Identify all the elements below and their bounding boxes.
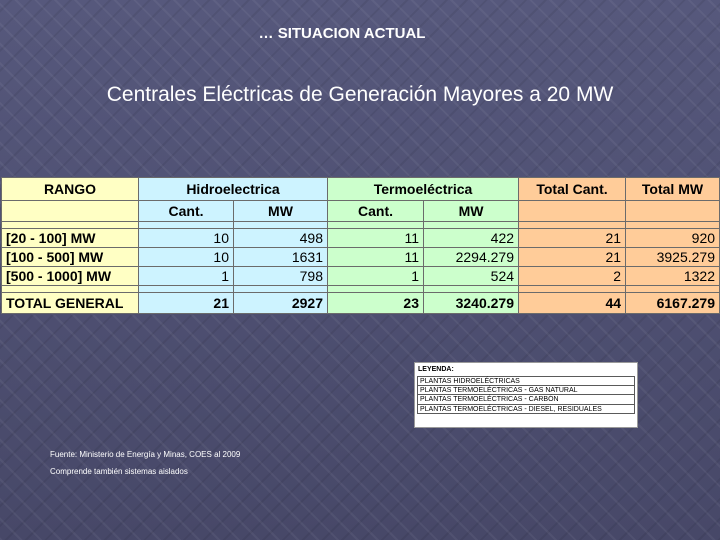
thermo-mw: 422 xyxy=(422,228,520,248)
legend-item: PLANTAS TERMOELÉCTRICAS - DIESEL, RESIDU… xyxy=(417,404,635,414)
slide-title: Centrales Eléctricas de Generación Mayor… xyxy=(106,83,614,106)
col-total-mw-header: Total MW xyxy=(625,177,720,201)
hydro-mw: 798 xyxy=(233,266,328,286)
total-thermo-cant: 23 xyxy=(327,292,424,314)
total-label: TOTAL GENERAL xyxy=(1,292,139,314)
subheader-hydro-cant: Cant. xyxy=(138,200,234,222)
grand-total-mw: 6167.279 xyxy=(625,292,720,314)
hydro-cant: 1 xyxy=(138,266,234,286)
subheader-row: Cant. MW Cant. MW xyxy=(1,200,720,222)
total-cant: 21 xyxy=(518,228,627,248)
scope-note: Comprende también sistemas aislados xyxy=(50,467,188,476)
col-thermo-header: Termoeléctrica xyxy=(326,177,520,201)
spacer-row xyxy=(1,221,720,229)
section-kicker: … SITUACION ACTUAL xyxy=(258,25,426,42)
legend-item: PLANTAS TERMOELÉCTRICAS - GAS NATURAL xyxy=(417,385,635,395)
legend-box: LEYENDA: PLANTAS HIDROELÉCTRICAS PLANTAS… xyxy=(414,362,638,428)
col-total-cant-header: Total Cant. xyxy=(518,177,627,201)
hydro-cant: 10 xyxy=(138,228,234,248)
legend-item: PLANTAS HIDROELÉCTRICAS xyxy=(417,376,635,386)
col-range-header: RANGO xyxy=(1,177,139,201)
subheader-range-empty xyxy=(1,200,139,222)
col-hydro-header: Hidroelectrica xyxy=(138,177,328,201)
thermo-cant: 11 xyxy=(327,247,424,267)
hydro-cant: 10 xyxy=(138,247,234,267)
range-label: [500 - 1000] MW xyxy=(1,266,139,286)
total-hydro-mw: 2927 xyxy=(233,292,328,314)
grand-total-cant: 44 xyxy=(518,292,627,314)
subheader-total-cant-empty xyxy=(518,200,627,222)
subheader-thermo-mw: MW xyxy=(422,200,520,222)
subheader-hydro-mw: MW xyxy=(233,200,328,222)
total-hydro-cant: 21 xyxy=(138,292,234,314)
thermo-mw: 2294.279 xyxy=(422,247,520,267)
thermo-cant: 11 xyxy=(327,228,424,248)
legend-title: LEYENDA: xyxy=(418,366,454,373)
range-label: [100 - 500] MW xyxy=(1,247,139,267)
header-row: RANGO Hidroelectrica Termoeléctrica Tota… xyxy=(1,177,720,201)
thermo-cant: 1 xyxy=(327,266,424,286)
hydro-mw: 498 xyxy=(233,228,328,248)
legend-item: PLANTAS TERMOELÉCTRICAS - CARBÓN xyxy=(417,395,635,405)
table-row: [500 - 1000] MW 1 798 1 524 2 1322 xyxy=(1,266,720,286)
table-row: [100 - 500] MW 10 1631 11 2294.279 21 39… xyxy=(1,247,720,267)
range-label: [20 - 100] MW xyxy=(1,228,139,248)
total-mw: 920 xyxy=(625,228,720,248)
source-note: Fuente: Ministerio de Energía y Minas, C… xyxy=(50,450,241,459)
total-cant: 2 xyxy=(518,266,627,286)
table-row: [20 - 100] MW 10 498 11 422 21 920 xyxy=(1,228,720,248)
total-mw: 3925.279 xyxy=(625,247,720,267)
total-mw: 1322 xyxy=(625,266,720,286)
subheader-thermo-cant: Cant. xyxy=(327,200,424,222)
power-plants-table: RANGO Hidroelectrica Termoeléctrica Tota… xyxy=(1,177,720,314)
hydro-mw: 1631 xyxy=(233,247,328,267)
subheader-total-mw-empty xyxy=(625,200,720,222)
spacer-row xyxy=(1,285,720,293)
total-cant: 21 xyxy=(518,247,627,267)
total-row: TOTAL GENERAL 21 2927 23 3240.279 44 616… xyxy=(1,292,720,314)
total-thermo-mw: 3240.279 xyxy=(422,292,520,314)
thermo-mw: 524 xyxy=(422,266,520,286)
